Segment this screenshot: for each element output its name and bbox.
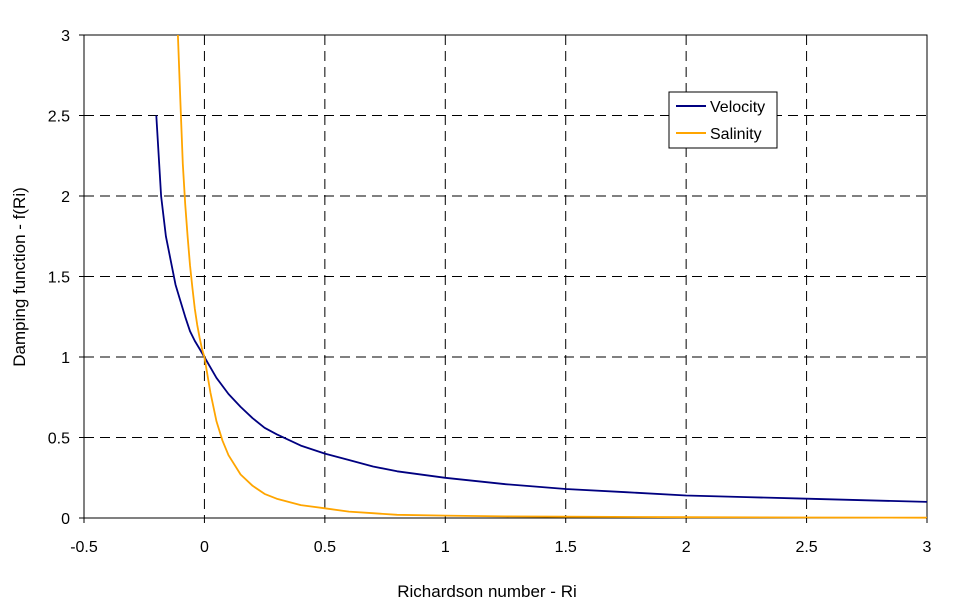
- y-tick-label: 0: [61, 511, 70, 528]
- grid-lines: [84, 35, 927, 518]
- x-tick-label: 2: [682, 539, 691, 556]
- y-tick-label: 2: [61, 189, 70, 206]
- y-tick-label: 2.5: [48, 109, 70, 126]
- y-tick-label: 0.5: [48, 431, 70, 448]
- series-line-velocity: [155, 115, 928, 503]
- x-axis-ticks: -0.5 0 0.5 1 1.5 2 2.5 3: [70, 518, 932, 556]
- y-axis-ticks: 0 0.5 1 1.5 2 2.5 3: [48, 28, 84, 528]
- legend-box: [668, 91, 778, 149]
- x-tick-label: 3: [923, 539, 932, 556]
- series-line-salinity: [177, 34, 928, 519]
- legend-label-velocity: Velocity: [710, 99, 765, 116]
- y-tick-label: 1: [61, 350, 70, 367]
- x-tick-label: 2.5: [795, 539, 817, 556]
- x-tick-label: 0.5: [314, 539, 336, 556]
- x-axis-title: Richardson number - Ri: [397, 582, 577, 601]
- legend-label-salinity: Salinity: [710, 126, 762, 143]
- y-tick-label: 3: [61, 28, 70, 45]
- y-axis-title: Damping function - f(Ri): [10, 187, 29, 367]
- series-layer: [155, 34, 928, 519]
- x-tick-label: 0: [200, 539, 209, 556]
- x-tick-label: 1.5: [555, 539, 577, 556]
- y-tick-label: 1.5: [48, 270, 70, 287]
- x-tick-label: -0.5: [70, 539, 98, 556]
- x-tick-label: 1: [441, 539, 450, 556]
- legend: Velocity Salinity: [668, 91, 778, 149]
